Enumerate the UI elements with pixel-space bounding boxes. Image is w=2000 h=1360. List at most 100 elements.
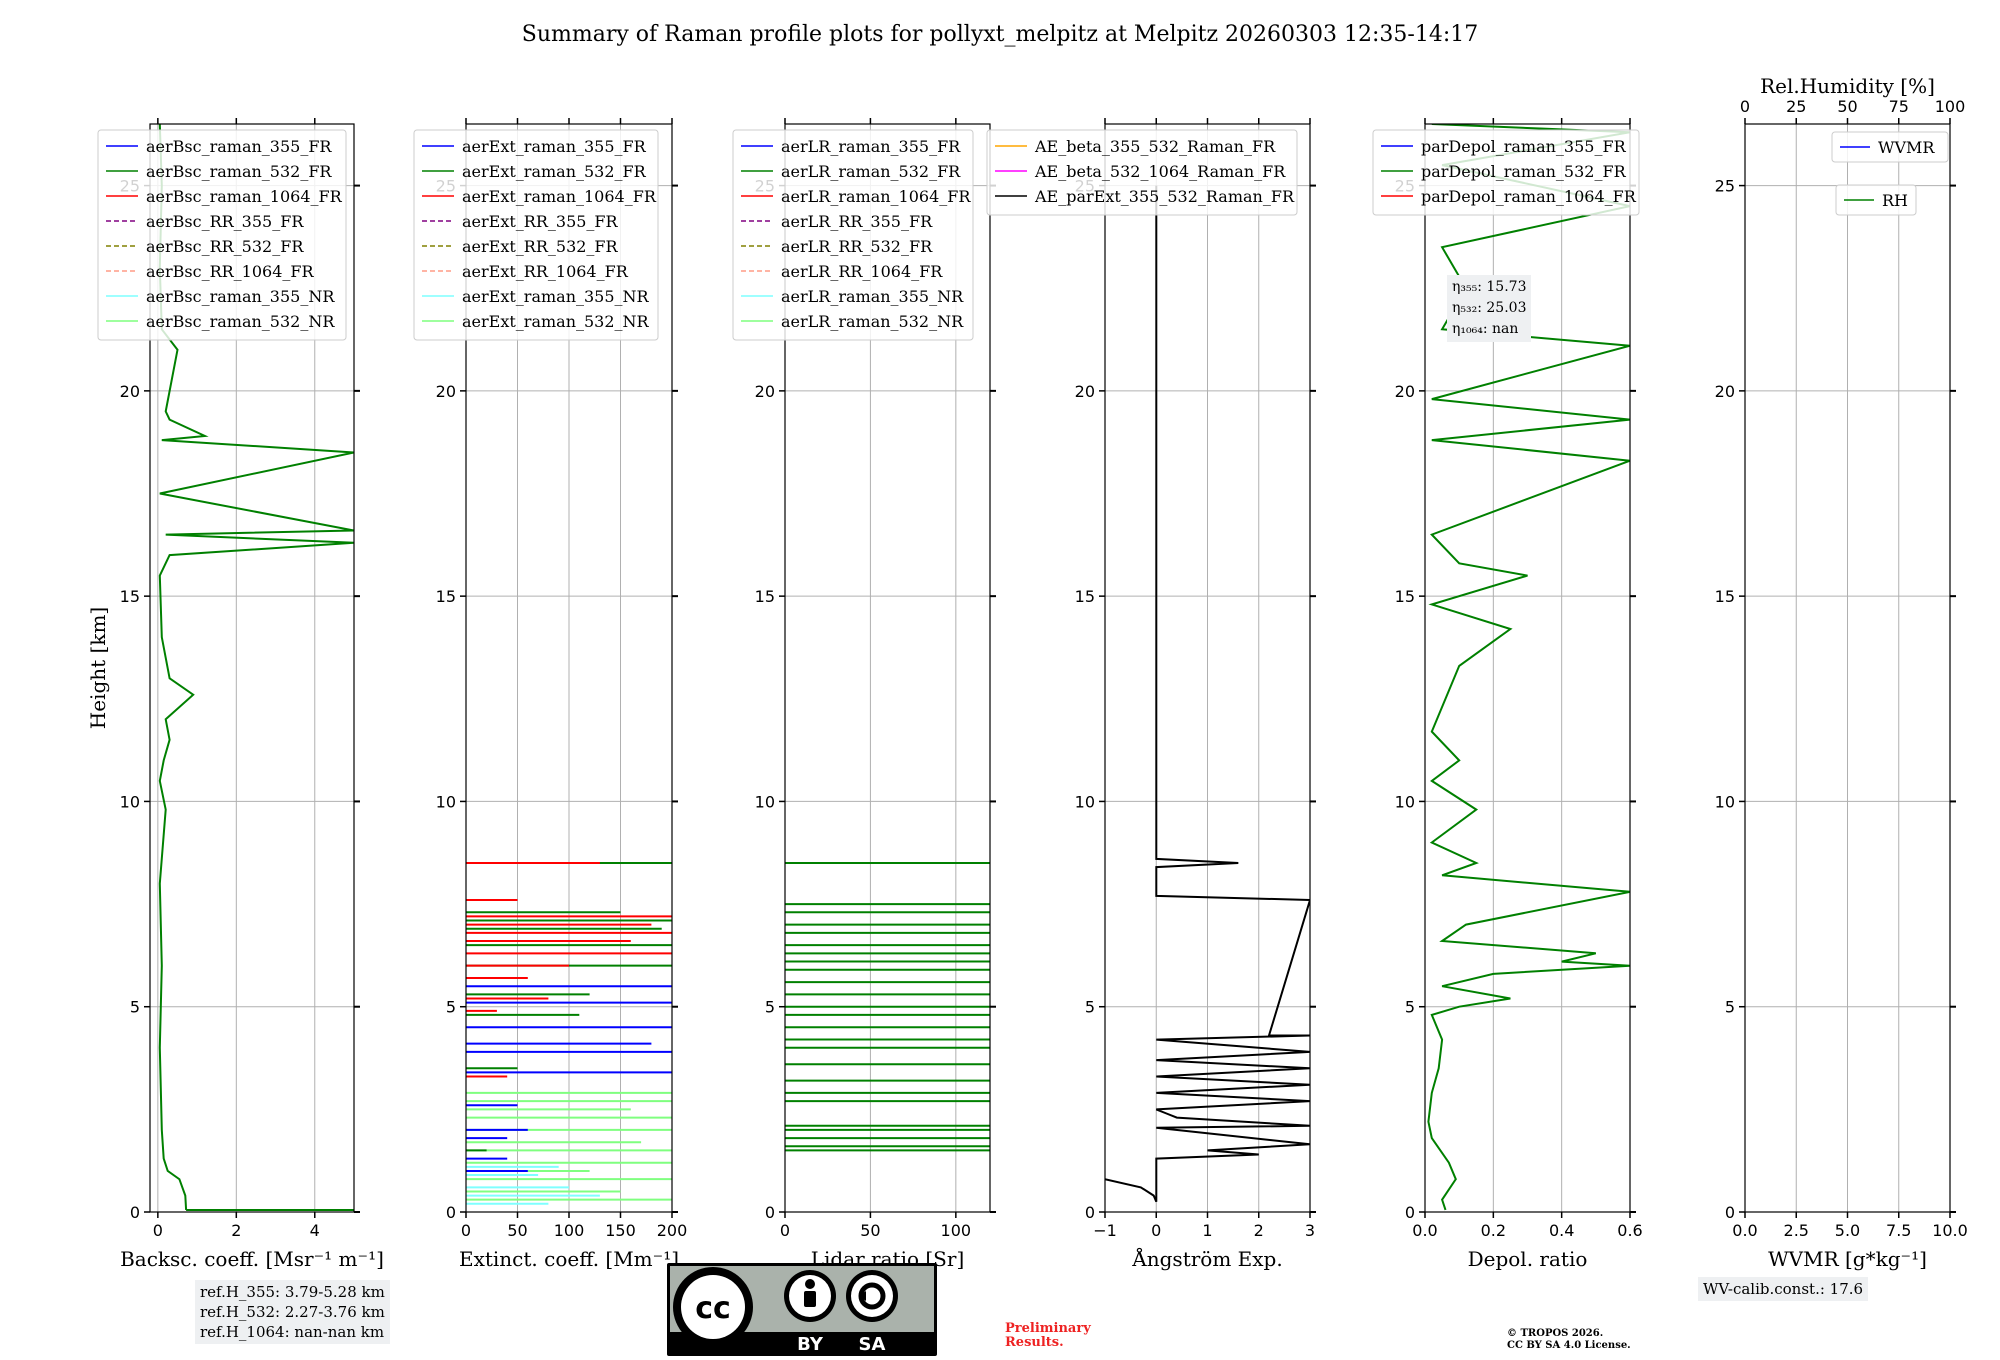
y-tick-label: 15 xyxy=(120,587,140,606)
legend-entry-label: aerLR_raman_532_FR xyxy=(781,162,961,181)
eta-1064: η₁₀₆₄: nan xyxy=(1452,321,1519,337)
legend-entry-label: aerExt_RR_532_FR xyxy=(462,237,619,256)
legend-entry-label: aerBsc_RR_1064_FR xyxy=(146,262,315,281)
y-tick-label: 15 xyxy=(1715,587,1735,606)
y-tick-label: 0 xyxy=(765,1203,775,1222)
x-tick-label: 7.5 xyxy=(1886,1221,1911,1240)
eta-annotation-box: η₃₅₅: 15.73 η₅₃₂: 25.03 η₁₀₆₄: nan xyxy=(1447,275,1532,342)
x-tick-label: 3 xyxy=(1305,1221,1315,1240)
legend-entry-label: parDepol_raman_532_FR xyxy=(1421,162,1627,181)
y-tick-label: 0 xyxy=(446,1203,456,1222)
panel-bsc: 0240510152025Backsc. coeff. [Msr⁻¹ m⁻¹]H… xyxy=(86,118,384,1271)
x-tick-label: 0.4 xyxy=(1549,1221,1574,1240)
legend-depol: parDepol_raman_355_FR parDepol_raman_532_… xyxy=(1372,129,1640,216)
legend-box xyxy=(732,129,974,341)
y-tick-label: 0 xyxy=(1725,1203,1735,1222)
y-tick-label: 20 xyxy=(1075,382,1095,401)
eta-355: η₃₅₅: 15.73 xyxy=(1452,279,1527,295)
x-tick-label: 2 xyxy=(1254,1221,1264,1240)
y-tick-label: 0 xyxy=(1085,1203,1095,1222)
legend-entry-label: aerBsc_raman_532_NR xyxy=(146,312,335,331)
cc-text: cc xyxy=(695,1291,731,1326)
series-AE_parExt_355_532_Raman_FR xyxy=(1105,185,1310,1203)
y-tick-label: 10 xyxy=(1075,792,1095,811)
preliminary-results-note: Preliminary Results. xyxy=(1005,1322,1091,1350)
x2-tick-label: 100 xyxy=(1935,97,1966,116)
legend-entry-label: aerExt_raman_355_FR xyxy=(462,137,647,156)
legend-entry-label: aerExt_RR_355_FR xyxy=(462,212,619,231)
data-area xyxy=(1105,185,1310,1203)
x2-tick-label: 0 xyxy=(1740,97,1750,116)
legend-entry-label: aerLR_raman_355_FR xyxy=(781,137,961,156)
ref-height-355: ref.H_355: 3.79-5.28 km xyxy=(200,1283,385,1301)
series-aerBsc_raman_532_FR xyxy=(158,124,354,1210)
legend-box xyxy=(97,129,347,341)
y-tick-label: 20 xyxy=(120,382,140,401)
legend-box xyxy=(413,129,659,341)
panel-wv: 0.0 2.5 5.0 7.5 10.0 0 5 10 15 20 25 WVMR [g*kg⁻¹] 0… xyxy=(1715,74,1968,1271)
y-tick-label: 5 xyxy=(765,998,775,1017)
reference-heights-box: ref.H_355: 3.79-5.28 km ref.H_532: 2.27-… xyxy=(195,1280,390,1344)
legend-entry-label: AE_parExt_355_532_Raman_FR xyxy=(1034,187,1295,206)
y-tick-label: 20 xyxy=(755,382,775,401)
x-tick-label: 5.0 xyxy=(1835,1221,1860,1240)
legend-entry-label: parDepol_raman_355_FR xyxy=(1421,137,1627,156)
legend-entry-label: aerLR_RR_355_FR xyxy=(781,212,933,231)
y-tick-label: 5 xyxy=(446,998,456,1017)
legend-bsc: aerBsc_raman_355_FR aerBsc_raman_532_FRae… xyxy=(97,129,347,341)
x-tick-label: 200 xyxy=(657,1221,688,1240)
data-area xyxy=(466,862,672,1205)
x-tick-label: 0.0 xyxy=(1412,1221,1437,1240)
data-area xyxy=(785,862,990,1152)
ref-height-532: ref.H_532: 2.27-3.76 km xyxy=(200,1303,385,1321)
legend-entry-label: aerBsc_RR_532_FR xyxy=(146,237,304,256)
by-label: BY xyxy=(797,1334,824,1355)
legend-entry-label: aerExt_raman_532_FR xyxy=(462,162,647,181)
copyright-line-2: CC BY SA 4.0 License. xyxy=(1507,1340,1631,1351)
copyright-note: © TROPOS 2026. CC BY SA 4.0 License. xyxy=(1507,1328,1631,1352)
legend-entry-label: WVMR xyxy=(1878,138,1935,157)
y-tick-label: 5 xyxy=(1085,998,1095,1017)
legend-box xyxy=(986,129,1298,216)
legend-entry-label: aerExt_raman_355_NR xyxy=(462,287,650,306)
legend-entry-label: aerBsc_raman_1064_FR xyxy=(146,187,343,206)
legend-entry-label: AE_beta_355_532_Raman_FR xyxy=(1034,137,1276,156)
legend-box xyxy=(1831,131,1949,163)
x2-tick-label: 50 xyxy=(1837,97,1857,116)
legend-entry-label: aerLR_RR_532_FR xyxy=(781,237,933,256)
x-tick-label: 50 xyxy=(507,1221,527,1240)
y-tick-label: 0 xyxy=(1405,1203,1415,1222)
axes-frame xyxy=(149,123,355,1213)
x-tick-label: 2 xyxy=(231,1221,241,1240)
legend-entry-label: AE_beta_532_1064_Raman_FR xyxy=(1034,162,1286,181)
y-tick-label: 10 xyxy=(1395,792,1415,811)
sa-label: SA xyxy=(859,1334,886,1355)
y-tick-label: 20 xyxy=(436,382,456,401)
y-tick-label: 10 xyxy=(436,792,456,811)
y-tick-label: 15 xyxy=(1075,587,1095,606)
panel-lr: 0501000510152025Lidar ratio [Sr]aerLR_ra… xyxy=(732,118,996,1271)
legend-entry-label: aerLR_raman_532_NR xyxy=(781,312,964,331)
legend-entry-label: aerLR_RR_1064_FR xyxy=(781,262,943,281)
legend-entry-label: parDepol_raman_1064_FR xyxy=(1421,187,1637,206)
legend-ext: aerExt_raman_355_FR aerExt_raman_532_FRae… xyxy=(413,129,659,341)
series-parDepol_raman_532_FR xyxy=(1427,124,1630,1211)
axes-frame xyxy=(784,123,991,1213)
x-tick-label: 0 xyxy=(780,1221,790,1240)
y-axis-label: Height [km] xyxy=(86,607,110,729)
x2-tick-label: 75 xyxy=(1889,97,1909,116)
x-axis-label: Depol. ratio xyxy=(1468,1247,1588,1271)
copyright-line-1: © TROPOS 2026. xyxy=(1507,1328,1604,1339)
axes-frame xyxy=(1424,123,1631,1213)
x-tick-label: 10.0 xyxy=(1932,1221,1968,1240)
legend-box xyxy=(1372,129,1640,216)
y-tick-label: 15 xyxy=(1395,587,1415,606)
legend-box xyxy=(1835,184,1917,216)
wv-calibration-constant: WV-calib.const.: 17.6 xyxy=(1703,1280,1864,1298)
legend-entry-label: aerLR_raman_355_NR xyxy=(781,287,964,306)
y-tick-label: 15 xyxy=(436,587,456,606)
preliminary-line-2: Results. xyxy=(1005,1335,1064,1350)
legend-entry-label: aerExt_RR_1064_FR xyxy=(462,262,629,281)
legend-entry-label: aerExt_raman_1064_FR xyxy=(462,187,657,206)
data-area xyxy=(158,124,354,1211)
